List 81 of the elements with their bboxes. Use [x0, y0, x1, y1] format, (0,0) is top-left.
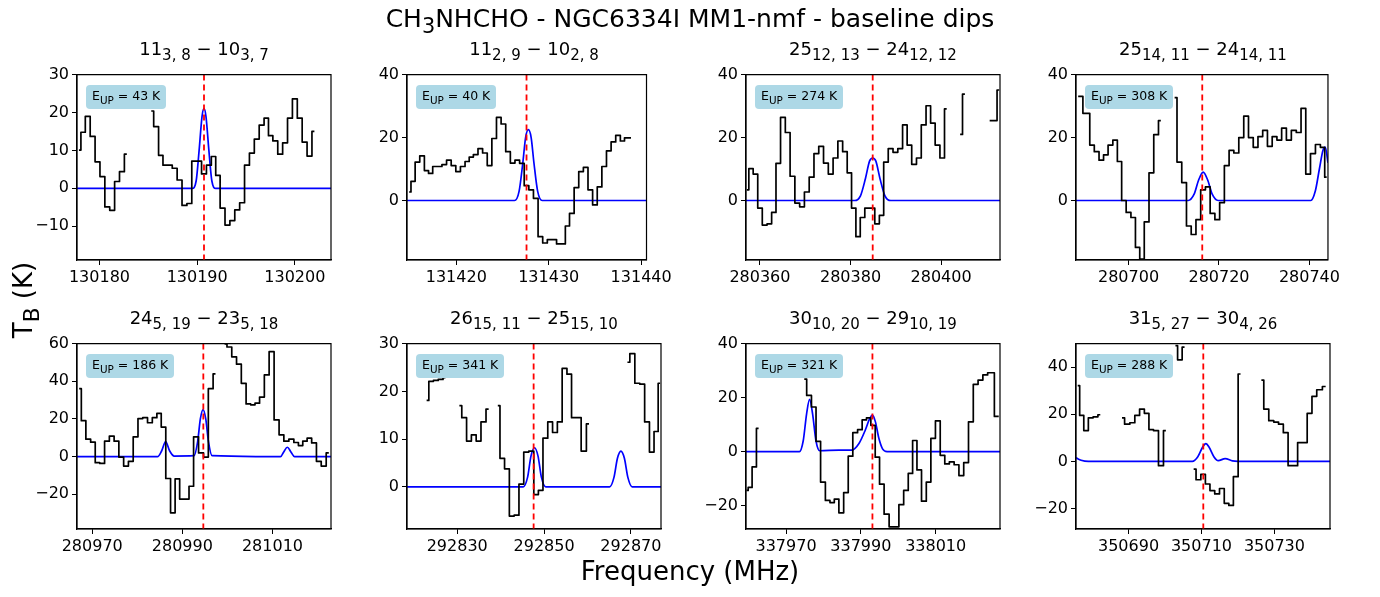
- line-series: [1076, 146, 1328, 202]
- line-series: [77, 408, 331, 458]
- x-tick-label: 280380: [819, 266, 882, 286]
- annotation: E$_{UP}$ = 40 K: [416, 85, 497, 109]
- y-tick-label: 0: [1057, 450, 1068, 470]
- y-tick-label: 10: [378, 428, 399, 448]
- y-tick-label: 40: [717, 63, 738, 83]
- chart-title: 26$_{15, 11}$ − 25$_{15, 10}$: [449, 307, 619, 333]
- x-tick-label: 337990: [830, 535, 892, 555]
- y-tick-label: 0: [388, 189, 399, 209]
- x-tick-label: 280400: [910, 266, 972, 286]
- chart-title: 11$_{2, 9}$ − 10$_{2, 8}$: [468, 38, 600, 64]
- y-tick-label: 30: [48, 63, 69, 83]
- annotation: E$_{UP}$ = 43 K: [86, 85, 167, 109]
- y-tick-label: 0: [388, 476, 399, 496]
- y-tick-label: 20: [378, 126, 399, 146]
- chart-title: 31$_{5, 27}$ − 30$_{4, 26}$: [1127, 307, 1279, 333]
- y-tick-label: 0: [727, 189, 738, 209]
- x-tick-label: 280990: [151, 535, 213, 555]
- text: Frequency (MHz): [579, 556, 801, 586]
- x-tick-label: 280970: [61, 535, 123, 555]
- x-tick-label: 280740: [1278, 266, 1340, 286]
- x-tick-label: 280720: [1188, 266, 1250, 286]
- chart-title: 25$_{12, 13}$ − 24$_{12, 12}$: [788, 38, 958, 64]
- y-tick-label: −20: [35, 483, 69, 503]
- y-tick-label: 40: [48, 370, 69, 390]
- annotation: E$_{UP}$ = 341 K: [416, 354, 505, 378]
- x-tick-label: 350710: [1170, 535, 1233, 555]
- line-series: [746, 157, 1000, 202]
- y-tick-label: 20: [717, 126, 738, 146]
- y-tick-label: 30: [378, 332, 399, 352]
- line-series: [746, 398, 1000, 453]
- x-tick-label: 292850: [513, 535, 575, 555]
- chart-title: 11$_{3, 8}$ − 10$_{3, 7}$: [138, 38, 270, 64]
- x-tick-label: 281010: [241, 535, 303, 555]
- x-tick-label: 338010: [905, 535, 967, 555]
- y-tick-label: 0: [58, 445, 69, 465]
- annotation: E$_{UP}$ = 274 K: [755, 85, 844, 109]
- x-tick-label: 130200: [264, 266, 326, 286]
- x-tick-label: 350690: [1097, 535, 1160, 555]
- y-tick-label: 60: [48, 332, 69, 352]
- y-tick-label: 0: [727, 440, 738, 460]
- y-tick-label: 20: [378, 380, 399, 400]
- y-tick-label: −10: [35, 215, 69, 235]
- y-tick-label: 20: [1047, 403, 1068, 423]
- line-series: [407, 128, 647, 202]
- y-tick-label: 10: [48, 139, 69, 159]
- x-tick-label: 292870: [600, 535, 662, 555]
- x-tick-label: 280360: [729, 266, 791, 286]
- annotation: E$_{UP}$ = 321 K: [755, 354, 844, 378]
- y-tick-label: 20: [48, 101, 69, 121]
- x-tick-label: 280700: [1098, 266, 1160, 286]
- chart-title: 25$_{14, 11}$ − 24$_{14, 11}$: [1118, 38, 1288, 64]
- y-tick-label: 40: [717, 332, 738, 352]
- y-tick-label: 20: [48, 408, 69, 428]
- annotation: E$_{UP}$ = 288 K: [1085, 354, 1174, 378]
- y-tick-label: 20: [1047, 126, 1068, 146]
- x-tick-label: 292830: [426, 535, 488, 555]
- chart-title: 30$_{10, 20}$ − 29$_{10, 19}$: [788, 307, 958, 333]
- y-tick-label: −20: [1034, 497, 1068, 517]
- text: CH$_{3}$NHCHO - NGC6334I MM1-nmf - baseline dips: [384, 4, 996, 38]
- x-tick-label: 131440: [610, 266, 672, 286]
- x-tick-label: 350730: [1243, 535, 1305, 555]
- y-tick-label: 0: [58, 177, 69, 197]
- line-series: [1076, 442, 1330, 463]
- annotation: E$_{UP}$ = 308 K: [1085, 85, 1174, 109]
- y-tick-label: 40: [1047, 356, 1068, 376]
- y-tick-label: −20: [704, 494, 738, 514]
- line-series: [407, 446, 661, 488]
- y-tick-label: 40: [1047, 63, 1068, 83]
- x-tick-label: 337970: [755, 535, 817, 555]
- annotation: E$_{UP}$ = 186 K: [86, 354, 175, 378]
- y-tick-label: 20: [717, 386, 738, 406]
- y-tick-label: 40: [378, 63, 399, 83]
- chart-title: 24$_{5, 19}$ − 23$_{5, 18}$: [128, 307, 280, 333]
- x-tick-label: 130180: [68, 266, 131, 286]
- x-tick-label: 130190: [166, 266, 228, 286]
- line-series: [77, 107, 331, 190]
- y-tick-label: 0: [1057, 189, 1068, 209]
- x-tick-label: 131430: [518, 266, 580, 286]
- x-tick-label: 131420: [425, 266, 487, 286]
